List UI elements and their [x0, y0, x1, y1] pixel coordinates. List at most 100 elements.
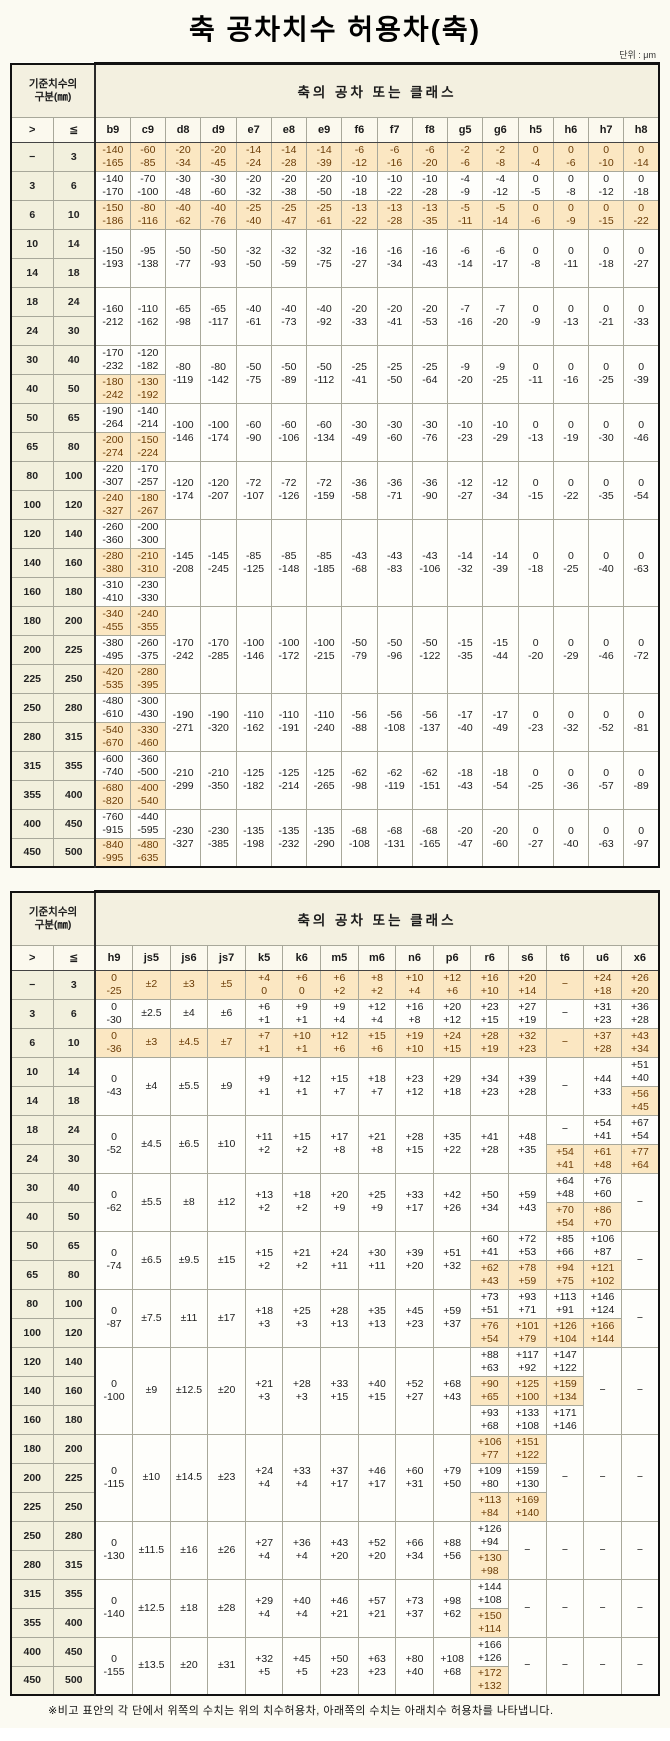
tolerance-value: ±3	[145, 1036, 158, 1048]
tolerance-cell: -20 -50	[305, 170, 343, 201]
tolerance-value: +79	[518, 1332, 537, 1345]
tolerance-value: −	[524, 1601, 531, 1614]
tolerance-cell: 0 -13	[552, 286, 590, 346]
tolerance-value: +23	[480, 1086, 499, 1098]
tolerance-cell: -68 -108	[341, 808, 378, 868]
tolerance-value: -260	[102, 520, 124, 533]
tolerance-value: -595	[137, 823, 159, 836]
tolerance-value: +44	[593, 1073, 612, 1085]
tolerance-value: -16	[422, 245, 438, 257]
tolerance-value: +15	[255, 1247, 274, 1259]
tolerance-cell: -30 -76	[411, 402, 449, 462]
tolerance-value: +37	[405, 1608, 424, 1620]
tolerance-value: -46	[633, 432, 649, 444]
tolerance-value: -340	[102, 607, 124, 620]
tolerance-cell: +45 +23	[395, 1288, 434, 1348]
tolerance-cell: ±13.5	[132, 1636, 171, 1696]
tolerance-value: -20	[175, 143, 191, 156]
tolerance-cell: ±4.5	[132, 1114, 171, 1174]
tolerance-cell: 0 -97	[623, 808, 660, 868]
tolerance-value: +20	[330, 1189, 349, 1201]
tolerance-value: +34	[631, 1042, 649, 1055]
tolerance-value: -25	[106, 984, 122, 997]
column-header-n6: n6	[395, 944, 434, 971]
tolerance-value: -57	[598, 780, 614, 792]
tolerance-cell: −	[508, 1636, 547, 1696]
tolerance-value: 0	[638, 361, 645, 373]
tolerance-value: +63	[368, 1652, 386, 1665]
tolerance-value: ±26	[217, 1543, 236, 1556]
tolerance-value: 0	[567, 201, 574, 214]
tolerance-value: -100	[137, 185, 159, 198]
tolerance-cell: -25 -47	[270, 199, 308, 230]
tolerance-value: +75	[556, 1274, 574, 1287]
tolerance-value: -56	[387, 709, 403, 721]
tolerance-cell: -110 -162	[129, 286, 167, 346]
tolerance-value: 0	[603, 477, 610, 489]
tolerance-cell: +34 +23	[470, 1056, 510, 1116]
tolerance-value: +140	[515, 1506, 540, 1519]
tolerance-value: +22	[443, 1144, 462, 1156]
tolerance-value: +11	[255, 1131, 273, 1143]
tolerance-cell: -50 -122	[411, 605, 449, 694]
tolerance-value: ±7	[220, 1036, 233, 1048]
tolerance-value: -13	[563, 316, 579, 328]
size-upto-cell: 250	[52, 663, 96, 694]
tolerance-value: ±10	[142, 1471, 161, 1483]
tolerance-cell: +46 +17	[357, 1433, 397, 1522]
tolerance-cell: -190 -320	[200, 692, 237, 752]
tolerance-cell: 0 -25	[94, 969, 134, 1000]
tolerance-value: -30	[387, 419, 403, 431]
tolerance-value: +13	[255, 1189, 274, 1201]
tolerance-cell: -170 -257	[129, 460, 167, 491]
tolerance-value: +36	[292, 1537, 311, 1549]
tolerance-value: +10	[405, 971, 424, 984]
tolerance-cell: 0 -8	[552, 170, 590, 201]
tolerance-value: +51	[631, 1058, 649, 1071]
tolerance-cell: -72 -159	[305, 460, 343, 520]
tolerance-value: +40	[631, 1071, 649, 1084]
size-over-cell: 24	[10, 315, 54, 346]
tolerance-cell: -110 -191	[270, 692, 308, 752]
tolerance-cell: -30 -49	[341, 402, 378, 462]
tolerance-cell: +54 +41	[545, 1143, 585, 1174]
tolerance-value: -119	[384, 780, 405, 792]
tolerance-value: +159	[553, 1377, 577, 1390]
tolerance-value: -146	[243, 649, 265, 662]
tolerance-value: +4	[258, 1608, 271, 1620]
tolerance-cell: -125 -265	[305, 750, 343, 810]
tolerance-cell: +15 +2	[282, 1114, 322, 1174]
tolerance-value: -14	[633, 156, 649, 169]
tolerance-value: -140	[103, 1608, 125, 1620]
tolerance-value: +32	[518, 1029, 537, 1042]
column-header-m5: m5	[320, 944, 359, 971]
tolerance-cell: +52 +20	[357, 1520, 397, 1580]
tolerance-cell: +133 +108	[508, 1404, 547, 1435]
tolerance-value: +29	[255, 1595, 274, 1607]
tolerance-cell: ±12.5	[132, 1578, 171, 1638]
tolerance-value: +79	[443, 1464, 462, 1477]
tolerance-value: +24	[330, 1247, 349, 1259]
column-header-c9: c9	[129, 116, 167, 143]
tolerance-value: -20	[528, 649, 544, 662]
tolerance-value: +100	[515, 1390, 540, 1403]
tolerance-cell: -56 -88	[341, 692, 378, 752]
tolerance-cell: +10 +1	[282, 1027, 322, 1058]
tolerance-value: -17	[457, 709, 473, 721]
tolerance-cell: +52 +27	[395, 1346, 434, 1435]
tolerance-cell: 0 -36	[552, 750, 590, 810]
tolerance-value: ±31	[217, 1659, 236, 1672]
tolerance-value: -85	[281, 549, 297, 562]
tolerance-value: -10	[351, 172, 367, 185]
tolerance-value: -125	[278, 767, 300, 779]
tolerance-value: -100	[278, 636, 300, 649]
tolerance-value: -210	[137, 549, 159, 562]
tolerance-value: +54	[480, 1332, 499, 1345]
size-upto-cell: 200	[52, 1433, 96, 1464]
tolerance-cell: -150 -224	[129, 431, 167, 462]
tolerance-value: +41	[593, 1129, 612, 1142]
tolerance-value: -440	[137, 810, 159, 823]
tolerance-value: -174	[207, 432, 229, 444]
tolerance-cell: +35 +13	[357, 1288, 397, 1348]
tolerance-value: +60	[405, 1464, 424, 1477]
